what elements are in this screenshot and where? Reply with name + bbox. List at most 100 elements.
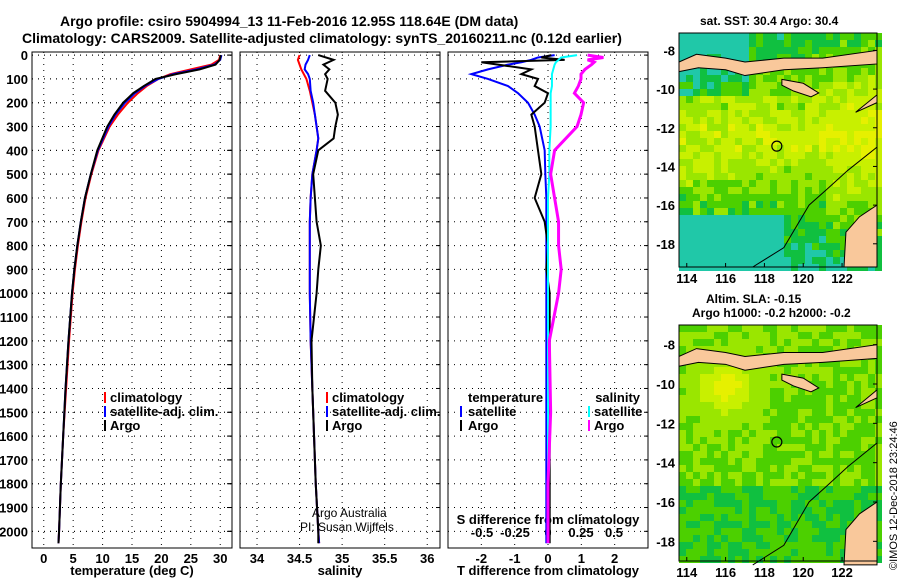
heatmap-cell bbox=[861, 472, 868, 479]
legend-swatch bbox=[104, 406, 106, 417]
heatmap-cell bbox=[861, 208, 868, 215]
heatmap-cell bbox=[798, 152, 805, 159]
heatmap-cell bbox=[784, 521, 791, 528]
heatmap-cell bbox=[707, 257, 714, 264]
heatmap-cell bbox=[777, 493, 784, 500]
heatmap-cell bbox=[679, 201, 686, 208]
heatmap-cell bbox=[756, 82, 763, 89]
heatmap-cell bbox=[875, 236, 882, 243]
heatmap-cell bbox=[819, 243, 826, 250]
heatmap-cell bbox=[693, 528, 700, 535]
heatmap-cell bbox=[777, 201, 784, 208]
heatmap-cell bbox=[777, 103, 784, 110]
heatmap-cell bbox=[742, 374, 749, 381]
heatmap-cell bbox=[819, 82, 826, 89]
heatmap-cell bbox=[749, 187, 756, 194]
heatmap-cell bbox=[854, 117, 861, 124]
heatmap-cell bbox=[840, 229, 847, 236]
heatmap-cell bbox=[812, 68, 819, 75]
heatmap-cell bbox=[854, 47, 861, 54]
heatmap-cell bbox=[840, 138, 847, 145]
heatmap-cell bbox=[763, 381, 770, 388]
heatmap-cell bbox=[826, 465, 833, 472]
heatmap-cell bbox=[770, 250, 777, 257]
heatmap-cell bbox=[798, 521, 805, 528]
heatmap-cell bbox=[819, 500, 826, 507]
heatmap-cell bbox=[847, 124, 854, 131]
map2-subtitle: Argo h1000: -0.2 h2000: -0.2 bbox=[692, 306, 851, 320]
heatmap-cell bbox=[770, 472, 777, 479]
argo-position-marker bbox=[771, 436, 783, 448]
heatmap-cell bbox=[791, 243, 798, 250]
heatmap-cell bbox=[833, 346, 840, 353]
heatmap-cell bbox=[805, 430, 812, 437]
heatmap-cell bbox=[875, 325, 882, 332]
heatmap-cell bbox=[812, 152, 819, 159]
heatmap-cell bbox=[770, 124, 777, 131]
heatmap-cell bbox=[840, 257, 847, 264]
heatmap-cell bbox=[791, 395, 798, 402]
heatmap-cell bbox=[777, 423, 784, 430]
heatmap-cell bbox=[714, 159, 721, 166]
heatmap-cell bbox=[868, 33, 875, 40]
heatmap-cell bbox=[812, 549, 819, 556]
heatmap-cell bbox=[805, 458, 812, 465]
heatmap-cell bbox=[833, 40, 840, 47]
heatmap-cell bbox=[770, 486, 777, 493]
heatmap-cell bbox=[833, 556, 840, 563]
heatmap-cell bbox=[791, 430, 798, 437]
heatmap-cell bbox=[686, 549, 693, 556]
heatmap-cell bbox=[693, 374, 700, 381]
legend-label: satellite bbox=[468, 404, 516, 419]
heatmap-cell bbox=[721, 40, 728, 47]
heatmap-cell bbox=[721, 486, 728, 493]
heatmap-cell bbox=[749, 339, 756, 346]
heatmap-cell bbox=[686, 222, 693, 229]
heatmap-cell bbox=[854, 33, 861, 40]
heatmap-cell bbox=[686, 152, 693, 159]
heatmap-cell bbox=[847, 486, 854, 493]
heatmap-cell bbox=[798, 47, 805, 54]
heatmap-cell bbox=[693, 215, 700, 222]
heatmap-cell bbox=[728, 82, 735, 89]
y-tick-label: 400 bbox=[6, 143, 28, 158]
heatmap-cell bbox=[770, 507, 777, 514]
heatmap-cell bbox=[693, 430, 700, 437]
heatmap-cell bbox=[728, 430, 735, 437]
heatmap-cell bbox=[784, 222, 791, 229]
y-tick-label: 1900 bbox=[0, 501, 28, 516]
heatmap-cell bbox=[791, 332, 798, 339]
heatmap-cell bbox=[742, 180, 749, 187]
heatmap-cell bbox=[686, 332, 693, 339]
heatmap-cell bbox=[679, 346, 686, 353]
heatmap-cell bbox=[763, 201, 770, 208]
heatmap-cell bbox=[686, 215, 693, 222]
heatmap-cell bbox=[749, 117, 756, 124]
heatmap-cell bbox=[742, 215, 749, 222]
heatmap-cell bbox=[798, 117, 805, 124]
heatmap-cell bbox=[847, 472, 854, 479]
heatmap-cell bbox=[812, 250, 819, 257]
heatmap-cell bbox=[728, 402, 735, 409]
heatmap-cell bbox=[686, 82, 693, 89]
heatmap-cell bbox=[812, 360, 819, 367]
heatmap-cell bbox=[707, 556, 714, 563]
heatmap-cell bbox=[861, 124, 868, 131]
heatmap-cell bbox=[749, 124, 756, 131]
heatmap-cell bbox=[826, 208, 833, 215]
heatmap-cell bbox=[707, 521, 714, 528]
heatmap-cell bbox=[840, 89, 847, 96]
heatmap-cell bbox=[679, 180, 686, 187]
heatmap-cell bbox=[707, 402, 714, 409]
heatmap-cell bbox=[777, 40, 784, 47]
heatmap-cell bbox=[770, 416, 777, 423]
heatmap-cell bbox=[742, 82, 749, 89]
heatmap-cell bbox=[833, 542, 840, 549]
lat-tick-label: -18 bbox=[656, 237, 675, 252]
heatmap-cell bbox=[826, 222, 833, 229]
heatmap-cell bbox=[714, 542, 721, 549]
heatmap-cell bbox=[763, 229, 770, 236]
heatmap-cell bbox=[714, 493, 721, 500]
heatmap-cell bbox=[812, 465, 819, 472]
heatmap-cell bbox=[714, 257, 721, 264]
